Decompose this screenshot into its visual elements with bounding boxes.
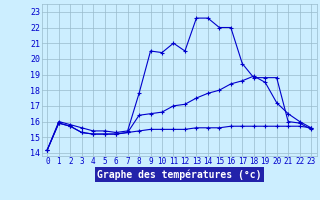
X-axis label: Graphe des températures (°c): Graphe des températures (°c) [97, 169, 261, 180]
